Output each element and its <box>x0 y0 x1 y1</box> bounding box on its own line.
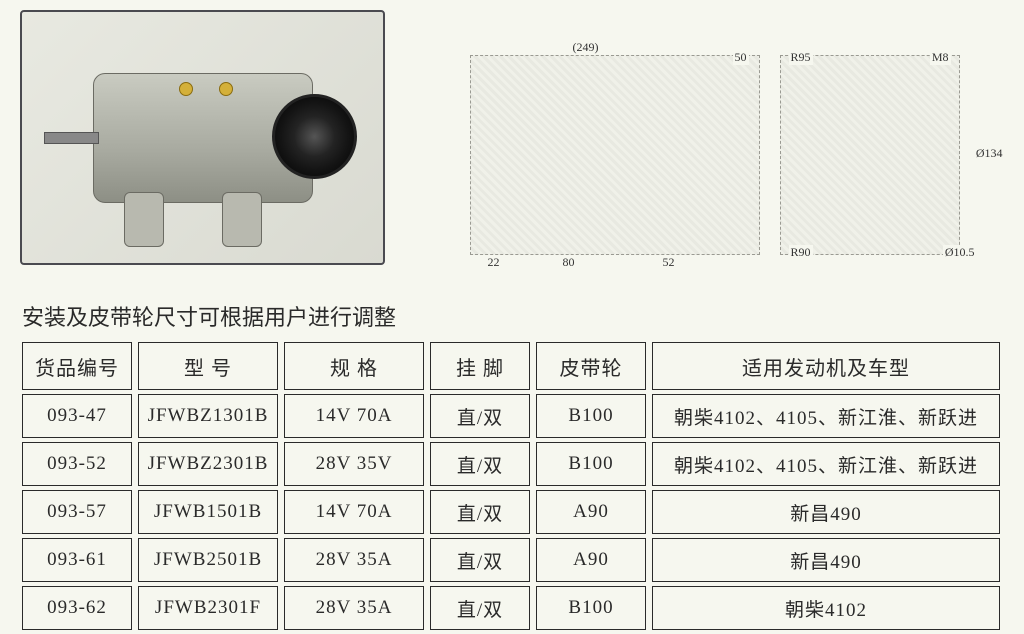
col-header-foot: 挂 脚 <box>430 342 530 390</box>
table-cell: 朝柴4102、4105、新江淮、新跃进 <box>652 442 1000 486</box>
bolt-shape <box>179 82 193 96</box>
bolt-shape <box>219 82 233 96</box>
table-cell: JFWB2301F <box>138 586 278 630</box>
spec-table: 货品编号 型 号 规 格 挂 脚 皮带轮 适用发动机及车型 093-47JFWB… <box>16 338 1006 634</box>
table-cell: JFWBZ2301B <box>138 442 278 486</box>
col-header-engine: 适用发动机及车型 <box>652 342 1000 390</box>
col-header-pulley: 皮带轮 <box>536 342 646 390</box>
adjustment-note: 安装及皮带轮尺寸可根据用户进行调整 <box>0 300 1024 338</box>
table-cell: 直/双 <box>430 442 530 486</box>
table-cell: A90 <box>536 538 646 582</box>
dim-r-top: R95 <box>789 50 813 65</box>
technical-drawing: (249) 50 22 80 52 R95 M8 Ø134 R90 Ø10.5 <box>425 10 1004 300</box>
table-cell: B100 <box>536 586 646 630</box>
table-cell: JFWB1501B <box>138 490 278 534</box>
dim-left-a: 22 <box>486 255 502 270</box>
product-photo <box>20 10 385 265</box>
dim-right-b: 52 <box>661 255 677 270</box>
shaft-shape <box>44 132 99 144</box>
dim-thread: M8 <box>930 50 951 65</box>
table-row: 093-47JFWBZ1301B14V 70A直/双B100朝柴4102、410… <box>22 394 1000 438</box>
table-cell: JFWB2501B <box>138 538 278 582</box>
table-cell: 朝柴4102、4105、新江淮、新跃进 <box>652 394 1000 438</box>
front-view-drawing: R95 M8 Ø134 R90 Ø10.5 <box>780 55 960 255</box>
table-row: 093-52JFWBZ2301B28V 35V直/双B100朝柴4102、410… <box>22 442 1000 486</box>
table-cell: 093-57 <box>22 490 132 534</box>
side-view-drawing: (249) 50 22 80 52 <box>470 55 760 255</box>
table-cell: 直/双 <box>430 490 530 534</box>
table-cell: 093-47 <box>22 394 132 438</box>
table-cell: 093-61 <box>22 538 132 582</box>
col-header-code: 货品编号 <box>22 342 132 390</box>
table-cell: 14V 70A <box>284 394 424 438</box>
table-cell: 28V 35A <box>284 538 424 582</box>
dim-overall: (249) <box>571 40 601 55</box>
dim-r-bottom: R90 <box>789 245 813 260</box>
table-cell: 直/双 <box>430 586 530 630</box>
table-cell: 14V 70A <box>284 490 424 534</box>
dim-right-gap: 50 <box>733 50 749 65</box>
table-cell: 新昌490 <box>652 538 1000 582</box>
table-cell: B100 <box>536 442 646 486</box>
mount-bracket <box>124 192 164 247</box>
table-cell: 093-62 <box>22 586 132 630</box>
table-header-row: 货品编号 型 号 规 格 挂 脚 皮带轮 适用发动机及车型 <box>22 342 1000 390</box>
top-area: (249) 50 22 80 52 R95 M8 Ø134 R90 Ø10.5 <box>0 0 1024 300</box>
table-cell: 直/双 <box>430 538 530 582</box>
table-cell: A90 <box>536 490 646 534</box>
table-cell: 28V 35A <box>284 586 424 630</box>
col-header-model: 型 号 <box>138 342 278 390</box>
table-cell: 093-52 <box>22 442 132 486</box>
table-row: 093-62JFWB2301F28V 35A直/双B100朝柴4102 <box>22 586 1000 630</box>
table-cell: 28V 35V <box>284 442 424 486</box>
dim-mid: 80 <box>561 255 577 270</box>
table-cell: JFWBZ1301B <box>138 394 278 438</box>
table-cell: 直/双 <box>430 394 530 438</box>
table-cell: B100 <box>536 394 646 438</box>
dim-dia-hole: Ø10.5 <box>943 245 977 260</box>
table-cell: 朝柴4102 <box>652 586 1000 630</box>
dim-dia-main: Ø134 <box>974 146 1005 161</box>
pulley-shape <box>272 94 357 179</box>
mount-bracket <box>222 192 262 247</box>
alternator-body-shape <box>93 73 313 203</box>
table-row: 093-61JFWB2501B28V 35A直/双A90新昌490 <box>22 538 1000 582</box>
col-header-spec: 规 格 <box>284 342 424 390</box>
table-row: 093-57JFWB1501B14V 70A直/双A90新昌490 <box>22 490 1000 534</box>
table-cell: 新昌490 <box>652 490 1000 534</box>
